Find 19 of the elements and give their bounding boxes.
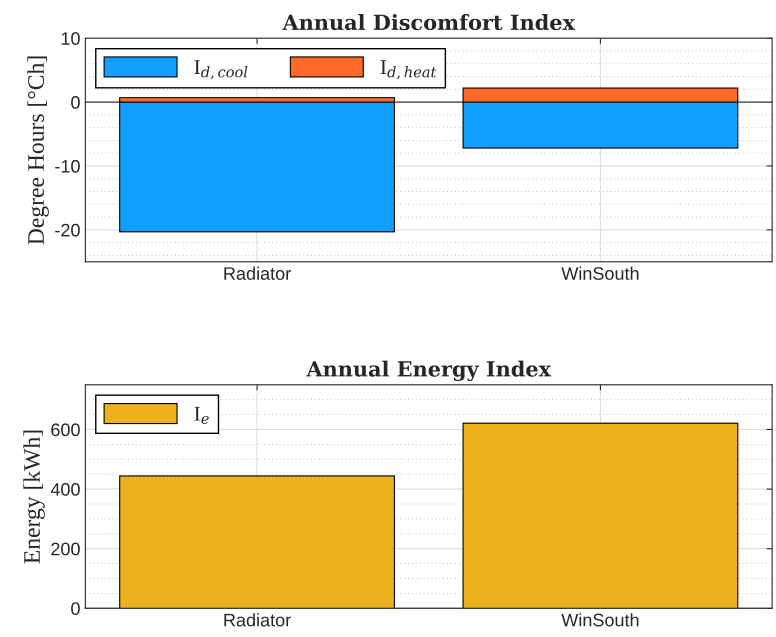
y-axis-title: Energy [kWh] — [23, 430, 45, 564]
x-tick-label: Radiator — [224, 266, 291, 280]
x-tick-label: WinSouth — [561, 266, 638, 280]
y-tick-label: 0 — [71, 602, 80, 616]
y-tick-label: 10 — [62, 32, 80, 45]
y-tick-label: 400 — [50, 483, 80, 496]
chart-title: Annual Energy Index — [306, 360, 552, 382]
legend-label: I$_{d,heat}$ — [380, 60, 436, 80]
x-tick-label: Radiator — [224, 613, 291, 626]
y-axis-title: Degree Hours [°Ch] — [27, 56, 49, 245]
y-tick-label: -10 — [55, 160, 80, 173]
y-tick-label: 0 — [71, 96, 80, 109]
legend-label: I$_{d,cool}$ — [194, 60, 248, 80]
y-tick-label: 600 — [51, 423, 80, 436]
legend-label: I$_{e}$ — [194, 406, 209, 424]
chart-title: Annual Discomfort Index — [282, 14, 576, 30]
y-tick-label: 200 — [51, 542, 80, 556]
x-tick-label: WinSouth — [561, 613, 638, 626]
y-tick-label: -20 — [55, 224, 80, 237]
